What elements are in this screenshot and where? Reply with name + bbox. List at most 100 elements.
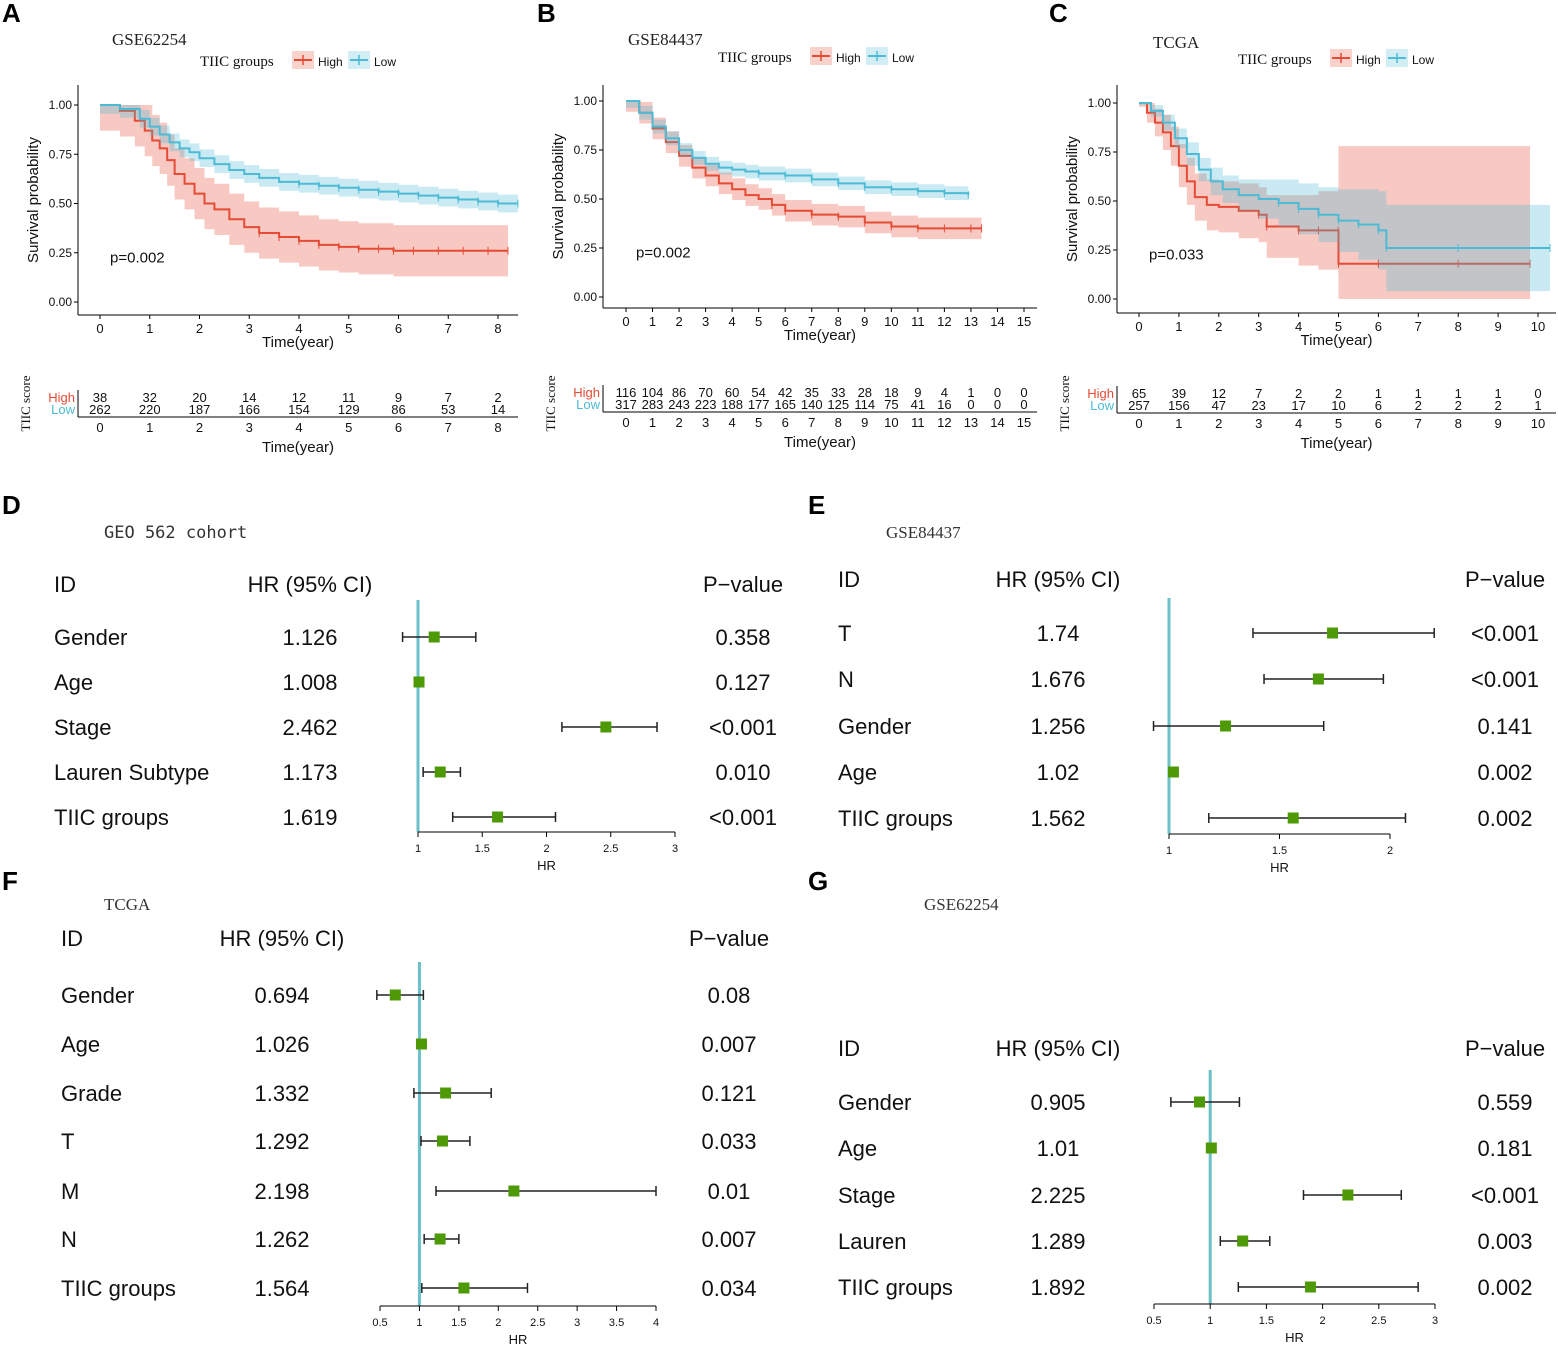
y-tick-label: 1.00 (1088, 96, 1112, 110)
risk-x-tick-label: 0 (1135, 416, 1142, 431)
x-tick-label: 8 (835, 314, 842, 329)
y-tick-label: 0.50 (574, 192, 598, 206)
risk-x-tick-label: 7 (445, 420, 452, 435)
row-p: 0.002 (1477, 1275, 1532, 1300)
hr-marker (600, 721, 612, 733)
risk-row-label-high: High (48, 390, 75, 405)
hr-axis-label: HR (1285, 1330, 1304, 1345)
ci-band-high (1139, 103, 1531, 299)
risk-count: 187 (189, 402, 211, 417)
legend: TIIC groups High Low (718, 47, 914, 66)
row-hr: 1.562 (1030, 806, 1085, 831)
hr-tick-label: 1 (416, 1317, 422, 1329)
x-axis-label: Time(year) (784, 327, 856, 344)
y-tick-label: 0.75 (1088, 145, 1112, 159)
row-id: T (61, 1129, 74, 1154)
x-tick-label: 7 (445, 321, 452, 336)
panel-title: TCGA (104, 895, 151, 914)
x-tick-label: 3 (702, 314, 709, 329)
forest-panel-F: F TCGA ID HR (95% CI) P−value Gender 0.694 0.08… (2, 866, 769, 1346)
risk-count: 0 (1020, 385, 1027, 400)
risk-x-tick-label: 0 (622, 415, 629, 430)
legend-label-high: High (318, 55, 343, 69)
risk-count: 14 (242, 390, 256, 405)
risk-x-tick-label: 5 (755, 415, 762, 430)
col-header-id: ID (54, 572, 76, 597)
y-axis-label: Survival probability (1064, 136, 1081, 262)
hr-marker (1220, 720, 1232, 732)
hr-axis-label: HR (1270, 860, 1289, 875)
hr-marker (492, 811, 504, 823)
y-tick-label: 0.25 (1088, 243, 1112, 257)
hr-tick-label: 2 (495, 1317, 501, 1329)
row-hr: 1.026 (254, 1032, 309, 1057)
risk-count: 12 (1212, 386, 1226, 401)
forest-panel-D: D GEO 562 cohort ID HR (95% CI) P−value Gende… (2, 490, 783, 873)
x-tick-label: 3 (246, 321, 253, 336)
risk-count: 16 (937, 397, 951, 412)
hr-marker (1327, 627, 1339, 639)
hr-marker (434, 766, 446, 778)
survival-curve-high (1139, 102, 1531, 265)
y-tick-label: 0.75 (49, 147, 73, 161)
risk-count: 86 (672, 385, 686, 400)
risk-count: 0 (967, 397, 974, 412)
risk-x-tick-label: 2 (675, 415, 682, 430)
risk-count: 7 (1255, 386, 1262, 401)
risk-x-tick-label: 1 (1175, 416, 1182, 431)
row-p: 0.127 (715, 670, 770, 695)
legend-label-high: High (1356, 53, 1381, 67)
legend-label-high: High (836, 51, 861, 65)
hr-tick-label: 0.5 (372, 1317, 387, 1329)
row-p: 0.033 (701, 1129, 756, 1154)
y-tick-label: 0.25 (574, 241, 598, 255)
hr-marker (1342, 1189, 1354, 1201)
row-id: Gender (61, 983, 134, 1008)
risk-count: 1 (1494, 386, 1501, 401)
row-p: <0.001 (709, 805, 777, 830)
risk-row-label-low: Low (51, 402, 75, 417)
risk-count: 17 (1291, 398, 1305, 413)
risk-count: 156 (1168, 398, 1190, 413)
x-tick-label: 1 (1175, 319, 1182, 334)
x-tick-label: 8 (1455, 319, 1462, 334)
x-tick-label: 8 (494, 321, 501, 336)
risk-count: 1 (1375, 386, 1382, 401)
row-hr: 1.892 (1030, 1275, 1085, 1300)
hr-tick-label: 2 (543, 843, 549, 855)
risk-x-tick-label: 10 (1531, 416, 1545, 431)
col-header-hr: HR (95% CI) (220, 926, 345, 951)
risk-x-tick-label: 4 (1295, 416, 1302, 431)
risk-count: 166 (238, 402, 260, 417)
risk-x-tick-label: 3 (702, 415, 709, 430)
risk-count: 75 (884, 397, 898, 412)
row-id: TIIC groups (61, 1276, 176, 1301)
col-header-id: ID (61, 926, 83, 951)
risk-count: 39 (1172, 386, 1186, 401)
row-id: Gender (54, 625, 127, 650)
row-p: 0.002 (1477, 806, 1532, 831)
risk-count: 220 (139, 402, 161, 417)
risk-x-tick-label: 10 (884, 415, 898, 430)
risk-x-tick-label: 12 (937, 415, 951, 430)
hr-tick-label: 2.5 (1371, 1315, 1386, 1327)
col-header-p: P−value (703, 572, 783, 597)
risk-count: 257 (1128, 398, 1150, 413)
risk-count: 4 (941, 385, 948, 400)
forest-panel-E: E GSE84437 ID HR (95% CI) P−value T 1.74 <0.001… (808, 490, 1545, 875)
risk-row-label-high: High (1087, 386, 1114, 401)
row-hr: 1.289 (1030, 1229, 1085, 1254)
col-header-hr: HR (95% CI) (248, 572, 373, 597)
hr-tick-label: 2 (1387, 845, 1393, 857)
y-axis-label: Survival probability (25, 137, 42, 263)
row-hr: 0.905 (1030, 1090, 1085, 1115)
risk-count: 11 (342, 390, 356, 405)
legend-title: TIIC groups (1238, 52, 1312, 68)
risk-x-tick-label: 6 (1375, 416, 1382, 431)
legend-label-low: Low (374, 55, 396, 69)
risk-x-tick-label: 15 (1017, 415, 1031, 430)
